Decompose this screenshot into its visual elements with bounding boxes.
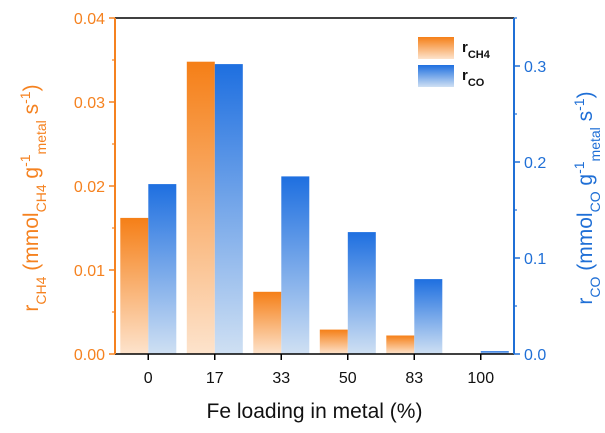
right-y-ticks: 0.0 0.1 0.2 0.3 [514,17,546,364]
right-y-title-unit: (mmol [574,212,597,276]
left-tick-label-0.02: 0.02 [74,179,105,196]
x-tick-label-50: 50 [339,370,357,387]
bar-ch4-17 [186,61,215,354]
right-y-title-g: g [574,174,597,192]
right-y-title-sub: CO [587,276,603,297]
legend-label-ch4-sub: CH4 [468,49,491,61]
right-y-title-r: r [574,298,597,305]
bars-group [120,61,509,354]
left-tick-label-0.00: 0.00 [74,347,105,364]
right-tick-label-0.0: 0.0 [524,347,546,364]
left-tick-label-0.01: 0.01 [74,263,105,280]
legend-label-co-r: r [462,67,468,84]
left-y-title-sub: CH4 [33,276,49,304]
x-axis-title: Fe loading in metal (%) [207,400,423,423]
right-tick-label-0.2: 0.2 [524,155,546,172]
bar-ch4-33 [253,291,282,354]
left-y-title-unit-sub: CH4 [33,184,49,212]
left-y-title-metal-sub: metal [33,120,49,154]
right-y-title-metal-sub: metal [587,127,603,161]
left-tick-label-0.03: 0.03 [74,95,105,112]
legend-label-ch4: rCH4 [462,39,491,61]
bar-co-50 [347,232,376,354]
left-y-title-s: s [20,104,43,120]
left-y-axis-title: rCH4 (mmolCH4 g-1metal s-1) [17,84,49,311]
bar-co-17 [214,64,243,354]
bar-co-100 [480,351,509,354]
bar-ch4-50 [319,329,348,354]
right-y-title-s: s [574,111,597,127]
right-y-title-close: ) [574,91,597,98]
bar-co-33 [281,176,310,354]
left-y-title-r: r [20,305,43,312]
left-y-title-s-sup: -1 [17,91,33,104]
legend-label-ch4-r: r [462,39,468,56]
bar-ch4-0 [120,217,149,354]
left-tick-label-0.04: 0.04 [74,11,105,28]
x-tick-label-33: 33 [272,370,290,387]
legend-label-co-sub: CO [468,77,485,89]
x-ticks: 0 17 33 50 83 100 [144,354,494,387]
left-y-title-g-sup: -1 [17,154,33,167]
right-y-axis-title: rCO (mmolCO g-1metal s-1) [571,91,603,304]
bar-co-83 [414,279,443,354]
legend-label-co: rCO [462,67,485,89]
right-tick-label-0.3: 0.3 [524,59,546,76]
right-tick-label-0.1: 0.1 [524,251,546,268]
right-y-title-g-sup: -1 [571,161,587,174]
right-y-title-s-sup: -1 [571,98,587,111]
bar-ch4-83 [386,335,415,354]
legend-swatch-co [418,65,454,87]
left-y-title-unit: (mmol [20,212,43,276]
left-y-title-close: ) [20,84,43,91]
left-y-ticks: 0.00 0.01 0.02 0.03 0.04 [74,11,115,364]
legend: rCH4 rCO [418,37,491,89]
x-tick-label-83: 83 [405,370,423,387]
x-tick-label-0: 0 [144,370,153,387]
right-y-title-unit-sub: CO [587,191,603,212]
left-y-title-g: g [20,167,43,185]
x-tick-label-100: 100 [467,370,494,387]
x-tick-label-17: 17 [206,370,224,387]
bar-co-0 [148,184,177,354]
legend-swatch-ch4 [418,37,454,59]
